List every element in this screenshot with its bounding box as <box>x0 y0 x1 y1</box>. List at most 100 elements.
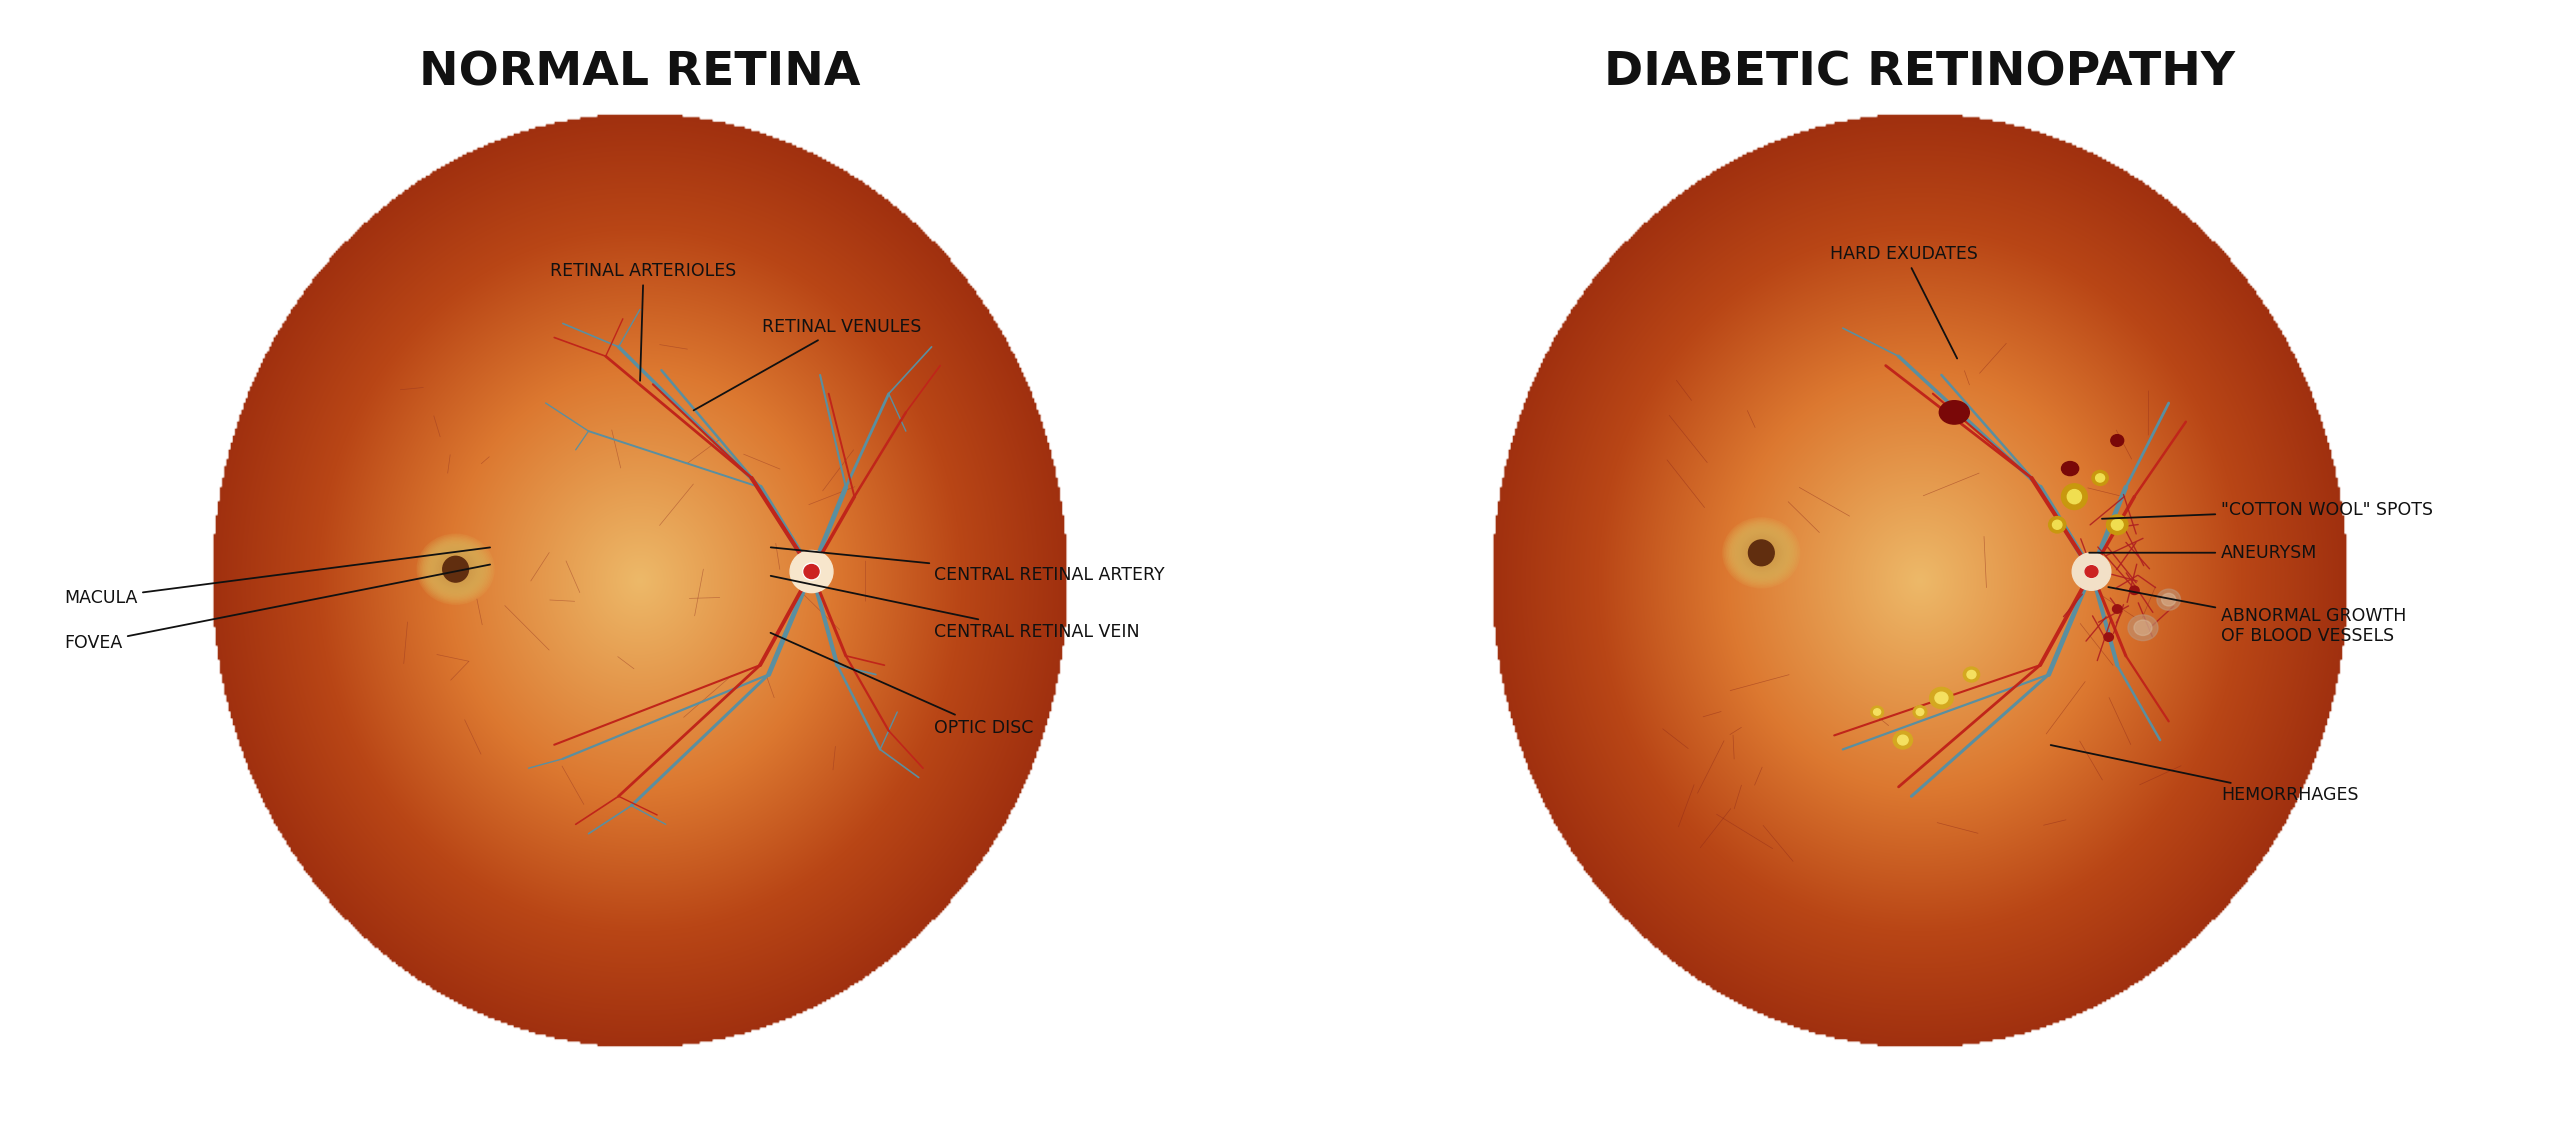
Text: MACULA: MACULA <box>64 547 489 607</box>
Ellipse shape <box>1874 708 1882 715</box>
Ellipse shape <box>2112 519 2122 530</box>
Ellipse shape <box>1728 523 1795 582</box>
Ellipse shape <box>1736 530 1787 575</box>
Ellipse shape <box>1733 526 1789 580</box>
Ellipse shape <box>2089 569 2094 574</box>
Ellipse shape <box>2086 566 2097 576</box>
Ellipse shape <box>1756 548 1766 557</box>
Ellipse shape <box>443 556 468 582</box>
Ellipse shape <box>425 541 486 598</box>
Ellipse shape <box>1940 400 1969 424</box>
Ellipse shape <box>1966 670 1976 679</box>
Ellipse shape <box>445 561 466 578</box>
Text: DIABETIC RETINOPATHY: DIABETIC RETINOPATHY <box>1605 51 2235 96</box>
Ellipse shape <box>796 557 827 585</box>
Ellipse shape <box>2061 461 2079 476</box>
Text: CENTRAL RETINAL ARTERY: CENTRAL RETINAL ARTERY <box>771 547 1165 584</box>
Ellipse shape <box>1723 518 1800 588</box>
Ellipse shape <box>2092 470 2109 485</box>
Ellipse shape <box>1894 731 1912 749</box>
Ellipse shape <box>430 547 481 592</box>
Ellipse shape <box>1743 537 1779 569</box>
Text: ANEURYSM: ANEURYSM <box>2089 544 2317 562</box>
Ellipse shape <box>2061 484 2086 510</box>
Ellipse shape <box>451 565 461 573</box>
Ellipse shape <box>445 559 466 579</box>
Ellipse shape <box>430 545 481 593</box>
Ellipse shape <box>435 549 476 589</box>
Text: RETINAL VENULES: RETINAL VENULES <box>694 318 922 411</box>
Ellipse shape <box>2112 437 2122 444</box>
Ellipse shape <box>1738 531 1784 574</box>
Ellipse shape <box>2135 620 2153 635</box>
Ellipse shape <box>2107 514 2127 535</box>
Ellipse shape <box>1748 540 1774 566</box>
Ellipse shape <box>422 538 489 600</box>
Ellipse shape <box>428 543 484 596</box>
Ellipse shape <box>1751 543 1772 563</box>
Ellipse shape <box>2089 571 2094 573</box>
Ellipse shape <box>2074 555 2109 588</box>
Ellipse shape <box>1756 547 1766 558</box>
Text: OPTIC DISC: OPTIC DISC <box>771 633 1034 737</box>
Ellipse shape <box>2127 615 2158 641</box>
Ellipse shape <box>809 570 814 573</box>
Ellipse shape <box>1733 528 1789 579</box>
Ellipse shape <box>453 566 458 572</box>
Ellipse shape <box>420 536 492 603</box>
Ellipse shape <box>440 555 471 583</box>
Ellipse shape <box>2130 587 2140 594</box>
Ellipse shape <box>2112 605 2122 614</box>
Ellipse shape <box>435 550 476 588</box>
Ellipse shape <box>2084 566 2099 578</box>
Ellipse shape <box>2063 464 2076 473</box>
Ellipse shape <box>2158 589 2181 610</box>
Ellipse shape <box>794 555 829 589</box>
Ellipse shape <box>2048 517 2066 532</box>
Ellipse shape <box>1930 687 1953 708</box>
Ellipse shape <box>1871 706 1884 717</box>
Ellipse shape <box>1725 520 1797 585</box>
Text: HEMORRHAGES: HEMORRHAGES <box>2051 746 2358 804</box>
Ellipse shape <box>2097 474 2104 482</box>
Ellipse shape <box>2053 520 2061 529</box>
Ellipse shape <box>438 554 474 584</box>
Text: HARD EXUDATES: HARD EXUDATES <box>1830 245 1979 359</box>
Ellipse shape <box>809 569 814 574</box>
Ellipse shape <box>804 564 819 579</box>
Text: RETINAL ARTERIOLES: RETINAL ARTERIOLES <box>550 262 737 381</box>
Ellipse shape <box>804 563 819 580</box>
Ellipse shape <box>453 567 458 571</box>
Ellipse shape <box>2104 633 2115 642</box>
Ellipse shape <box>2081 563 2102 580</box>
Ellipse shape <box>2112 434 2125 447</box>
Ellipse shape <box>1741 535 1782 571</box>
Ellipse shape <box>1728 522 1795 583</box>
Ellipse shape <box>1746 539 1777 567</box>
Ellipse shape <box>2068 490 2081 504</box>
Ellipse shape <box>1964 667 1979 682</box>
Ellipse shape <box>1748 540 1774 565</box>
Ellipse shape <box>794 554 829 590</box>
Ellipse shape <box>1741 534 1782 573</box>
Ellipse shape <box>1897 735 1907 744</box>
Text: "COTTON WOOL" SPOTS: "COTTON WOOL" SPOTS <box>2102 501 2432 519</box>
Ellipse shape <box>806 567 817 575</box>
Ellipse shape <box>417 534 494 605</box>
Ellipse shape <box>806 566 817 578</box>
Ellipse shape <box>801 562 822 581</box>
Ellipse shape <box>443 556 468 582</box>
Text: CENTRAL RETINAL VEIN: CENTRAL RETINAL VEIN <box>771 576 1139 641</box>
Ellipse shape <box>796 556 827 587</box>
Text: ABNORMAL GROWTH
OF BLOOD VESSELS: ABNORMAL GROWTH OF BLOOD VESSELS <box>2109 587 2406 645</box>
Ellipse shape <box>448 562 463 576</box>
Ellipse shape <box>420 537 492 601</box>
Ellipse shape <box>1743 536 1779 570</box>
Ellipse shape <box>2084 565 2099 578</box>
Ellipse shape <box>2071 553 2112 590</box>
Ellipse shape <box>443 558 468 581</box>
Ellipse shape <box>2084 564 2099 579</box>
Ellipse shape <box>1748 541 1774 564</box>
Ellipse shape <box>1946 405 1964 420</box>
Ellipse shape <box>1731 525 1792 581</box>
